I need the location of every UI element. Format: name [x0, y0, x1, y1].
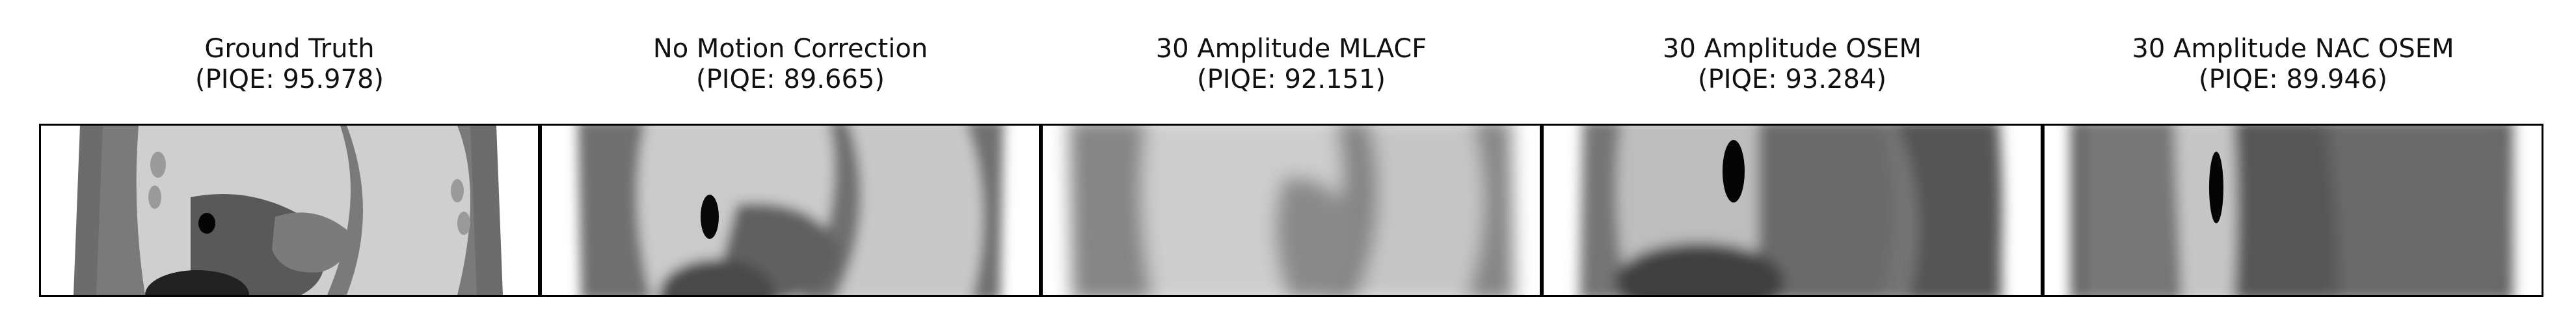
panel-title: 30 Amplitude OSEM: [1663, 34, 1922, 64]
ct-slice-image: [540, 124, 1041, 297]
panel-title: 30 Amplitude MLACF: [1155, 34, 1427, 64]
ct-slice-image: [2043, 124, 2543, 297]
panel-30-amplitude-osem: 30 Amplitude OSEM (PIQE: 93.284): [1542, 0, 2043, 332]
ct-slice-image: [1041, 124, 1542, 297]
panel-no-motion-correction: No Motion Correction (PIQE: 89.665): [540, 0, 1041, 332]
panel-30-amplitude-mlacf: 30 Amplitude MLACF (PIQE: 92.151): [1041, 0, 1542, 332]
panel-piqe-score: (PIQE: 89.665): [695, 64, 885, 94]
panel-piqe-score: (PIQE: 92.151): [1196, 64, 1386, 94]
panel-title: 30 Amplitude NAC OSEM: [2132, 34, 2454, 64]
panel-piqe-score: (PIQE: 95.978): [195, 64, 384, 94]
panel-ground-truth: Ground Truth (PIQE: 95.978): [39, 0, 540, 332]
panel-title: Ground Truth: [204, 34, 375, 64]
panel-30-amplitude-nac-osem: 30 Amplitude NAC OSEM (PIQE: 89.946): [2043, 0, 2543, 332]
panel-title: No Motion Correction: [652, 34, 928, 64]
panel-piqe-score: (PIQE: 89.946): [2198, 64, 2388, 94]
panel-piqe-score: (PIQE: 93.284): [1697, 64, 1887, 94]
ct-slice-image: [1542, 124, 2043, 297]
ct-slice-image: [39, 124, 540, 297]
